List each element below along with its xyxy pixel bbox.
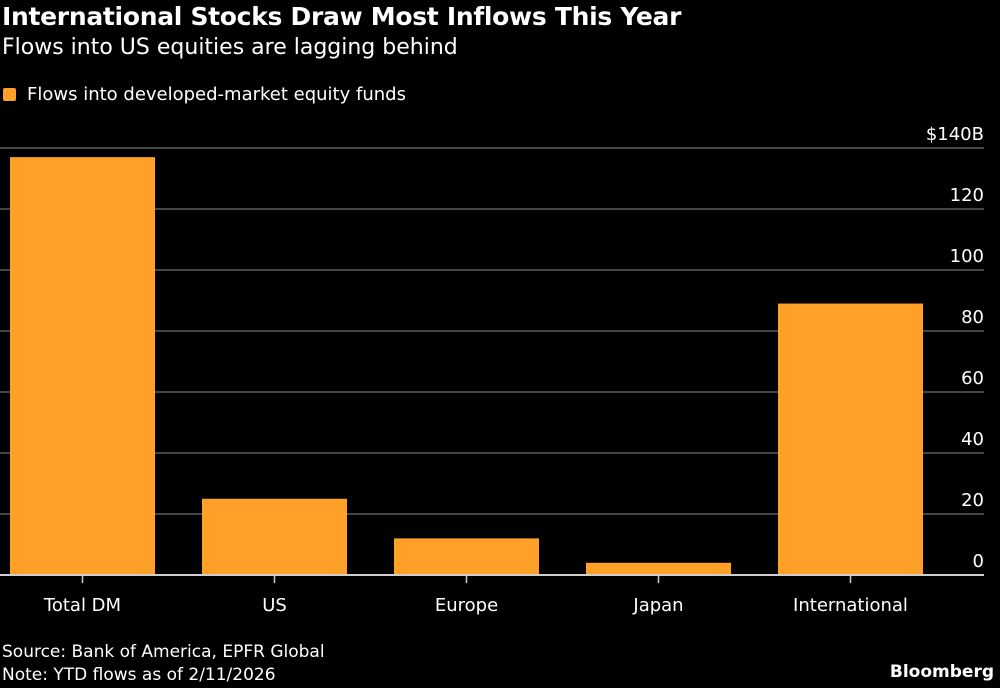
y-tick-label: 60 bbox=[961, 368, 984, 389]
y-tick-label: 40 bbox=[961, 429, 984, 450]
y-tick-label: $140B bbox=[926, 124, 984, 145]
y-tick-label: 100 bbox=[950, 246, 984, 267]
legend-label: Flows into developed-market equity funds bbox=[27, 84, 406, 105]
bar-japan bbox=[586, 562, 731, 575]
y-tick-label: 20 bbox=[961, 490, 984, 511]
bloomberg-logo: Bloomberg bbox=[889, 662, 994, 682]
y-tick-label: 0 bbox=[973, 551, 984, 572]
x-tick-label: International bbox=[793, 595, 908, 616]
legend: Flows into developed-market equity funds bbox=[3, 84, 406, 105]
y-tick-label: 120 bbox=[950, 185, 984, 206]
x-tick-label: US bbox=[262, 595, 287, 616]
footnote: Note: YTD flows as of 2/11/2026 bbox=[2, 665, 276, 685]
bar-us bbox=[202, 498, 347, 575]
chart-subtitle: Flows into US equities are lagging behin… bbox=[2, 35, 458, 60]
x-tick-label: Total DM bbox=[43, 595, 121, 616]
legend-swatch bbox=[3, 88, 16, 101]
x-tick-label: Europe bbox=[435, 595, 498, 616]
bar-total-dm bbox=[10, 157, 155, 575]
chart-title: International Stocks Draw Most Inflows T… bbox=[2, 2, 682, 31]
bar-europe bbox=[394, 538, 539, 575]
y-tick-label: 80 bbox=[961, 307, 984, 328]
x-tick-label: Japan bbox=[632, 595, 683, 616]
source-note: Source: Bank of America, EPFR Global bbox=[2, 642, 325, 662]
bar-international bbox=[778, 303, 923, 575]
